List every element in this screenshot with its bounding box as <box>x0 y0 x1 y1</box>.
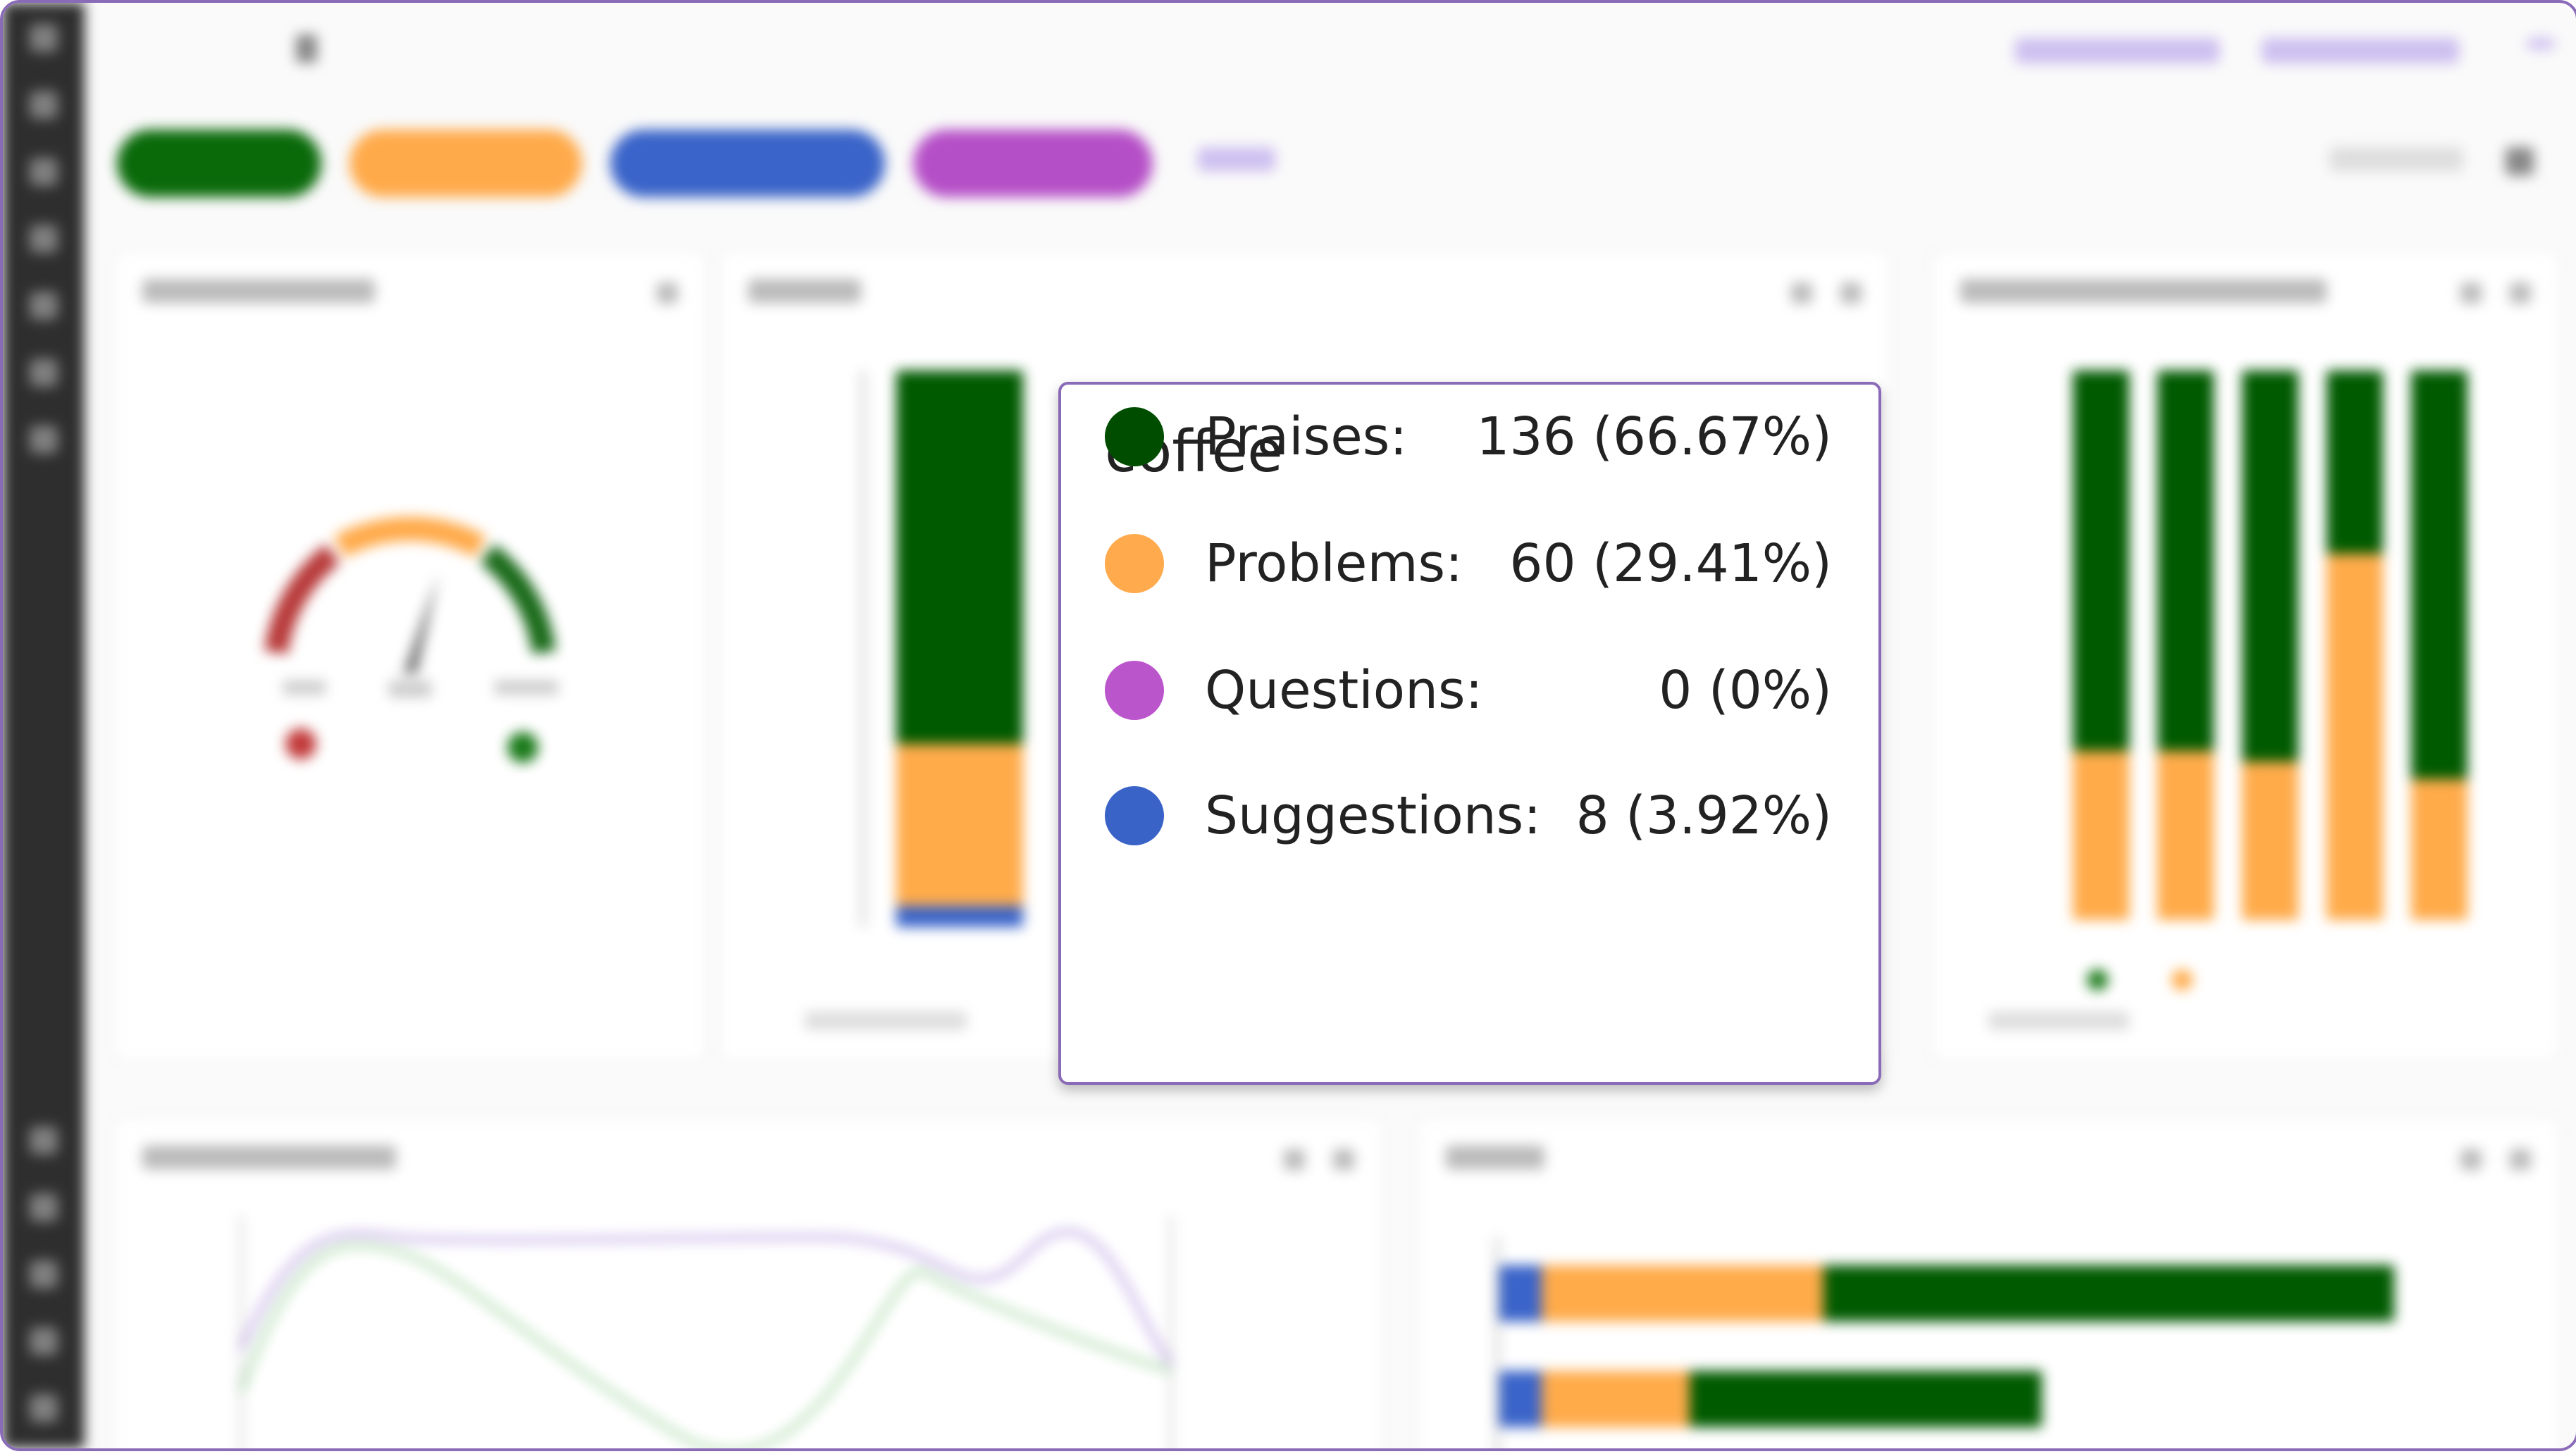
tooltip-value: 0 (0%) <box>1659 660 1832 721</box>
notifications-icon[interactable] <box>30 1327 58 1355</box>
filter-chip-praises[interactable] <box>117 130 321 197</box>
panel-expand-icon[interactable] <box>1284 1149 1305 1170</box>
filter-icon[interactable] <box>2506 147 2534 175</box>
time-range-select[interactable] <box>2329 147 2463 171</box>
tooltip-label: Praises: <box>1205 406 1408 467</box>
panel-menu-icon[interactable] <box>2510 282 2531 304</box>
ratio-bar-3[interactable] <box>2242 371 2298 920</box>
panel-footnote <box>1988 1012 2129 1030</box>
dashboard-icon[interactable] <box>30 91 58 119</box>
tooltip-label: Suggestions: <box>1205 785 1542 847</box>
dashboard-background <box>85 3 2576 1448</box>
topic-bar-2[interactable] <box>1499 1371 2042 1427</box>
sidebar <box>3 3 85 1448</box>
panel-menu-icon[interactable] <box>657 282 678 304</box>
legend-swatch-problems <box>2172 969 2193 990</box>
reports-icon[interactable] <box>30 292 58 320</box>
tooltip-row-problems: Problems: 60 (29.41%) <box>1105 532 1832 595</box>
tooltip-row-suggestions: Suggestions: 8 (3.92%) <box>1105 784 1832 847</box>
ratio-bar-4[interactable] <box>2327 371 2383 920</box>
chart-tooltip: coffee Praises: 136 (66.67%) Problems: 6… <box>1058 382 1881 1085</box>
panel-expand-icon[interactable] <box>2460 282 2482 304</box>
records-overview-panel <box>113 1116 1384 1448</box>
menu-icon[interactable] <box>30 24 58 52</box>
docs-icon[interactable] <box>30 1193 58 1222</box>
panel-title-ratio <box>1960 279 2327 303</box>
panel-menu-icon[interactable] <box>2510 1149 2531 1170</box>
tooltip-value: 60 (29.41%) <box>1509 533 1832 594</box>
ratio-bar-5[interactable] <box>2411 371 2467 920</box>
panel-title-topics <box>1446 1145 1544 1169</box>
panel-menu-icon[interactable] <box>1333 1149 1354 1170</box>
filter-chip-questions[interactable] <box>913 130 1153 197</box>
volume-bar-coffee[interactable] <box>896 371 1023 927</box>
edit-title-icon[interactable] <box>296 35 317 63</box>
tooltip-row-praises: Praises: 136 (66.67%) <box>1105 405 1832 468</box>
filter-chip-suggestions[interactable] <box>610 130 885 197</box>
page-title-blurred <box>120 35 277 67</box>
y-axis <box>861 371 865 927</box>
tooltip-label: Questions: <box>1205 660 1483 721</box>
questions-color-dot <box>1105 661 1164 721</box>
praises-color-dot <box>1105 406 1164 466</box>
add-widget-button[interactable] <box>2015 38 2219 63</box>
topic-bar-1[interactable] <box>1499 1265 2394 1322</box>
panel-title-volumes <box>748 279 861 303</box>
panel-footnote <box>805 1012 967 1030</box>
topics-panel <box>1416 1116 2560 1448</box>
chat-icon[interactable] <box>30 1126 58 1155</box>
tooltip-value: 136 (66.67%) <box>1476 406 1832 467</box>
edit-layout-button[interactable] <box>2262 38 2459 63</box>
filter-chip-problems[interactable] <box>349 130 582 197</box>
ratio-panel <box>1931 249 2560 1062</box>
panel-title-records <box>142 1145 396 1169</box>
more-icon[interactable] <box>2527 38 2555 49</box>
panel-expand-icon[interactable] <box>1791 282 1812 304</box>
ratio-bar-2[interactable] <box>2157 371 2214 920</box>
account-icon[interactable] <box>30 1394 58 1422</box>
help-icon[interactable] <box>30 1260 58 1288</box>
problems-color-dot <box>1105 533 1164 593</box>
ratio-bar-1[interactable] <box>2073 371 2129 920</box>
records-icon[interactable] <box>30 158 58 186</box>
legend-swatch-praises <box>2087 969 2108 990</box>
panel-expand-icon[interactable] <box>2460 1149 2482 1170</box>
records-line-chart <box>239 1216 1173 1448</box>
panel-menu-icon[interactable] <box>1840 282 1862 304</box>
settings-icon[interactable] <box>30 425 58 454</box>
tooltip-value: 8 (3.92%) <box>1575 785 1832 847</box>
y-axis <box>1495 1237 1499 1448</box>
sentiment-gauge <box>264 516 558 763</box>
sources-icon[interactable] <box>30 359 58 387</box>
reset-filters-link[interactable] <box>1198 147 1275 171</box>
tooltip-label: Problems: <box>1205 533 1463 594</box>
tooltip-row-questions: Questions: 0 (0%) <box>1105 659 1832 722</box>
panel-title-sentiment <box>142 279 375 303</box>
sentiment-score-panel <box>113 249 707 1062</box>
analytics-icon[interactable] <box>30 225 58 253</box>
suggestions-color-dot <box>1105 786 1164 846</box>
